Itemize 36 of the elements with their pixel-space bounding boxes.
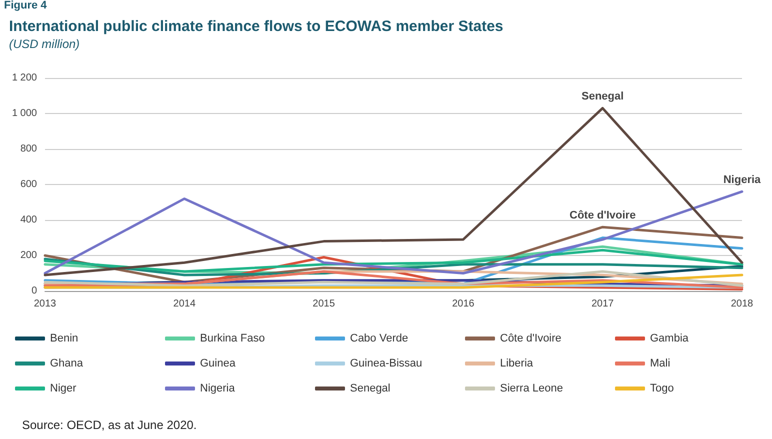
legend-label: Ghana — [50, 358, 84, 370]
x-tick-label: 2015 — [312, 298, 336, 310]
x-tick-label: 2018 — [730, 298, 754, 310]
legend-label: Gambia — [650, 332, 690, 344]
legend-label: Nigeria — [200, 382, 236, 394]
chart-title: International public climate finance flows to ECOWAS member States — [9, 18, 504, 35]
annotation: Senegal — [582, 90, 624, 103]
chart-subtitle: (USD million) — [9, 37, 80, 51]
legend-label: Senegal — [350, 382, 390, 394]
x-tick-label: 2014 — [173, 298, 196, 310]
legend-label: Guinea-Bissau — [350, 358, 422, 370]
caption: Figure 4 — [4, 0, 48, 12]
y-tick-label: 0 — [31, 286, 38, 296]
legend-label: Cabo Verde — [350, 332, 408, 344]
x-tick-label: 2013 — [34, 298, 57, 310]
legend-label: Niger — [50, 382, 77, 394]
legend-label: Togo — [650, 382, 674, 394]
y-tick-label: 600 — [20, 179, 38, 190]
annotation: Nigeria — [723, 174, 762, 186]
legend-label: Guinea — [200, 358, 236, 370]
y-tick-label: 800 — [20, 144, 38, 154]
x-tick-label: 2016 — [452, 298, 475, 310]
y-tick-label: 1 000 — [12, 108, 38, 119]
annotation: Côte d'Ivoire — [570, 210, 636, 222]
legend-label: Sierra Leone — [500, 382, 563, 394]
legend-label: Burkina Faso — [200, 332, 265, 344]
legend-label: Mali — [650, 358, 670, 370]
x-tick-label: 2017 — [591, 298, 614, 310]
legend-label: Liberia — [500, 358, 534, 370]
legend-label: Benin — [50, 332, 78, 344]
y-tick-label: 1 200 — [12, 72, 38, 84]
line-series — [44, 190, 744, 274]
y-tick-label: 200 — [20, 250, 38, 261]
source-note: Source: OECD, as at June 2020. — [22, 418, 197, 432]
legend-label: Côte d'Ivoire — [500, 332, 562, 344]
y-tick-label: 400 — [20, 214, 38, 226]
